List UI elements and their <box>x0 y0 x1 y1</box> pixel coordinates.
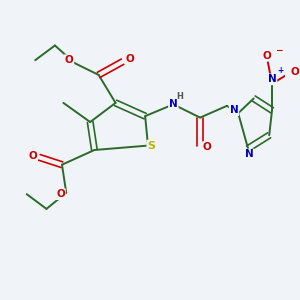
Text: N: N <box>230 105 238 115</box>
Text: O: O <box>262 51 271 61</box>
Text: O: O <box>290 67 299 77</box>
Text: O: O <box>56 189 65 199</box>
Text: N: N <box>268 74 276 84</box>
Text: H: H <box>176 92 183 100</box>
Text: S: S <box>147 141 155 151</box>
Text: N: N <box>245 149 254 159</box>
Text: O: O <box>28 151 37 161</box>
Text: O: O <box>65 55 74 65</box>
Text: O: O <box>203 142 212 152</box>
Text: N: N <box>169 99 178 110</box>
Text: O: O <box>125 54 134 64</box>
Text: −: − <box>275 46 282 56</box>
Text: +: + <box>278 66 284 75</box>
